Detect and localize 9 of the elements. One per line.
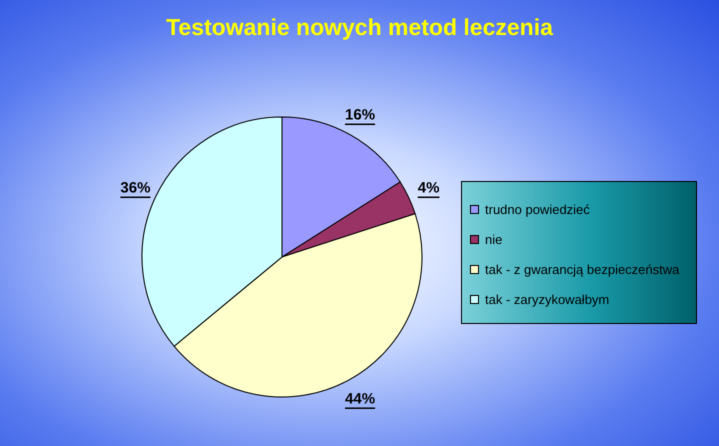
legend-label: tak - zaryzykowałbym (485, 292, 610, 306)
data-label: 16% (345, 106, 376, 124)
data-label: 4% (418, 180, 440, 197)
chart-title: Testowanie nowych metod leczenia (165, 14, 554, 41)
legend-label: nie (485, 232, 502, 246)
legend-label: tak - z gwarancją bezpieczeństwa (485, 262, 680, 276)
legend-label: trudno powiedzieć (485, 202, 590, 216)
data-label: 36% (120, 180, 150, 197)
data-label: 44% (345, 390, 376, 408)
